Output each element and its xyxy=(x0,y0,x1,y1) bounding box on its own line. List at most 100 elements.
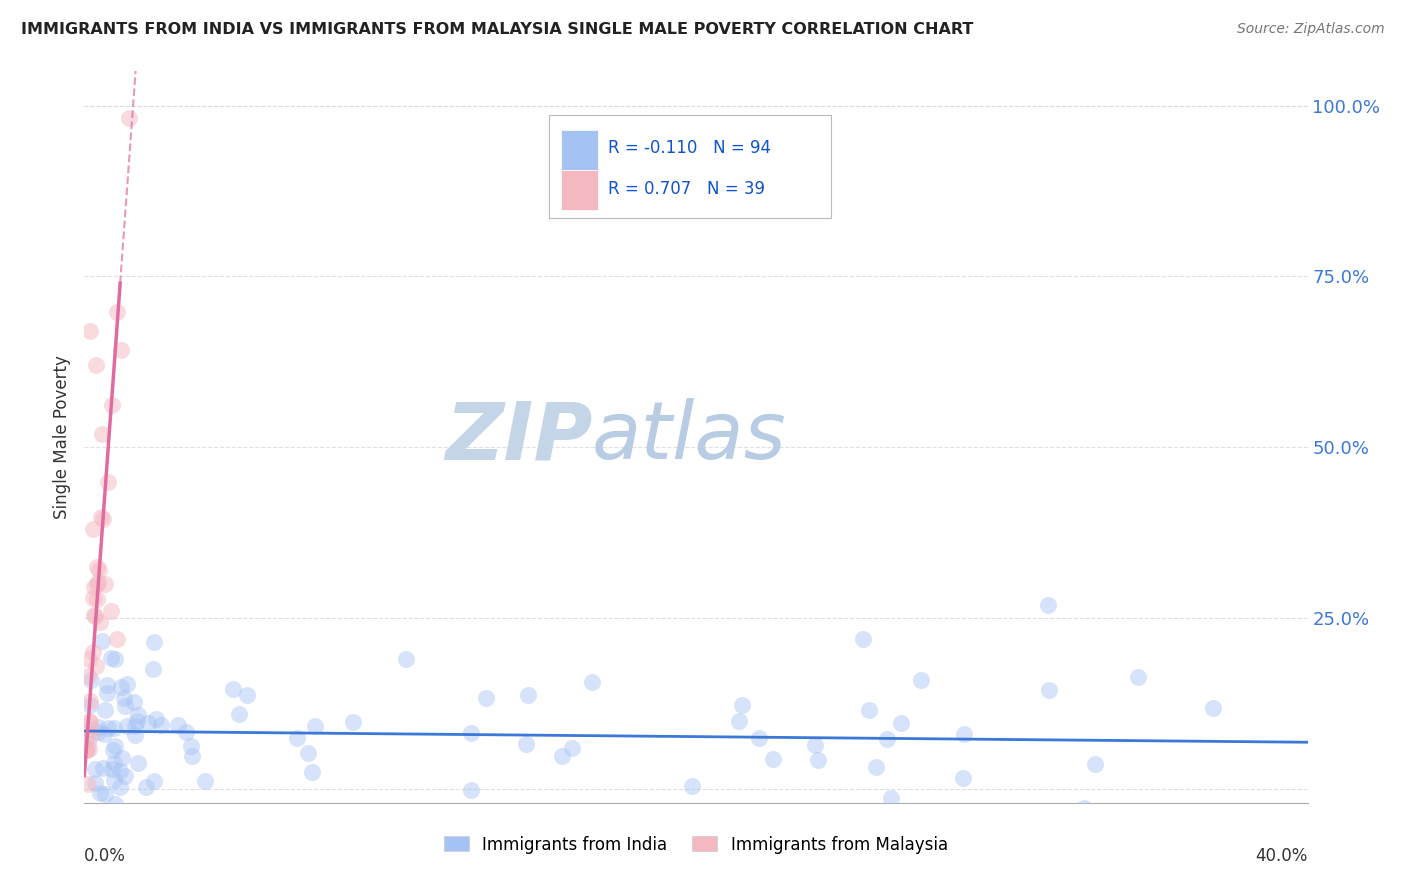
Point xyxy=(100,604,122,618)
Point xyxy=(111,751,134,765)
Point xyxy=(89,563,111,577)
Point xyxy=(762,752,785,766)
Point xyxy=(876,732,898,747)
Point xyxy=(135,780,157,794)
Point xyxy=(516,689,538,703)
Point xyxy=(89,786,111,800)
Point xyxy=(103,772,125,787)
Point xyxy=(75,730,97,744)
Point xyxy=(108,764,131,779)
Point xyxy=(460,783,482,797)
Point xyxy=(142,662,165,676)
Point xyxy=(96,677,118,691)
Point xyxy=(87,720,110,734)
Point xyxy=(728,714,751,729)
Point xyxy=(118,111,141,125)
Point xyxy=(79,694,101,708)
Point xyxy=(84,775,107,789)
Point xyxy=(138,715,160,730)
Point xyxy=(91,512,114,526)
Point xyxy=(1038,682,1060,697)
Point xyxy=(79,324,101,338)
Text: 40.0%: 40.0% xyxy=(1256,847,1308,864)
Point xyxy=(952,771,974,785)
Point xyxy=(772,855,794,869)
Point xyxy=(1126,670,1149,684)
Point xyxy=(807,754,830,768)
Point xyxy=(94,577,117,591)
Point xyxy=(77,714,100,728)
Point xyxy=(75,743,97,757)
Point xyxy=(125,714,148,728)
Point xyxy=(114,699,136,714)
Point xyxy=(581,675,603,690)
Point xyxy=(103,756,125,770)
Point xyxy=(104,797,127,812)
Point xyxy=(108,780,131,794)
Point xyxy=(84,609,107,624)
Point xyxy=(110,343,132,357)
Bar xyxy=(561,170,598,211)
Point xyxy=(87,575,110,590)
Point xyxy=(90,509,112,524)
Point xyxy=(681,779,703,793)
Point xyxy=(83,762,105,776)
Point xyxy=(86,560,108,574)
Point xyxy=(79,715,101,730)
Point xyxy=(97,721,120,735)
Point xyxy=(91,761,114,775)
Point xyxy=(748,731,770,745)
Bar xyxy=(561,130,598,170)
Point xyxy=(460,726,482,740)
Point xyxy=(94,703,117,717)
Point xyxy=(100,762,122,776)
Point xyxy=(236,688,259,702)
Point xyxy=(1036,598,1059,612)
Point xyxy=(76,735,98,749)
Point xyxy=(83,580,105,594)
Point xyxy=(76,777,98,791)
Point xyxy=(77,668,100,682)
Point xyxy=(105,305,128,319)
Point xyxy=(852,632,875,646)
Point xyxy=(143,773,166,788)
Point xyxy=(858,702,880,716)
Point xyxy=(80,673,103,687)
Y-axis label: Single Male Poverty: Single Male Poverty xyxy=(53,355,72,519)
Point xyxy=(75,740,97,755)
Point xyxy=(150,718,173,732)
Point xyxy=(174,725,197,739)
Point xyxy=(475,691,498,706)
Point xyxy=(1073,801,1095,815)
Point xyxy=(1202,700,1225,714)
Point xyxy=(105,632,128,646)
Point xyxy=(104,739,127,753)
Point xyxy=(865,759,887,773)
Point xyxy=(82,522,104,536)
Point xyxy=(86,577,108,591)
Point xyxy=(142,635,165,649)
Point xyxy=(103,722,125,736)
Text: 0.0%: 0.0% xyxy=(84,847,127,864)
Point xyxy=(79,698,101,713)
Point xyxy=(890,716,912,731)
Text: R = 0.707   N = 39: R = 0.707 N = 39 xyxy=(607,179,765,198)
Point xyxy=(731,698,754,712)
Text: atlas: atlas xyxy=(592,398,787,476)
Point xyxy=(194,773,217,788)
Point xyxy=(395,651,418,665)
Point xyxy=(91,426,114,441)
Point xyxy=(80,729,103,743)
Point xyxy=(91,634,114,648)
Point xyxy=(94,788,117,802)
Point xyxy=(127,756,149,770)
Point xyxy=(180,739,202,753)
Point xyxy=(84,359,107,373)
Point xyxy=(124,719,146,733)
Text: R = -0.110   N = 94: R = -0.110 N = 94 xyxy=(607,139,770,157)
Point xyxy=(342,714,364,729)
Point xyxy=(285,731,308,746)
Point xyxy=(167,718,190,732)
Point xyxy=(77,651,100,665)
Point xyxy=(124,728,146,742)
